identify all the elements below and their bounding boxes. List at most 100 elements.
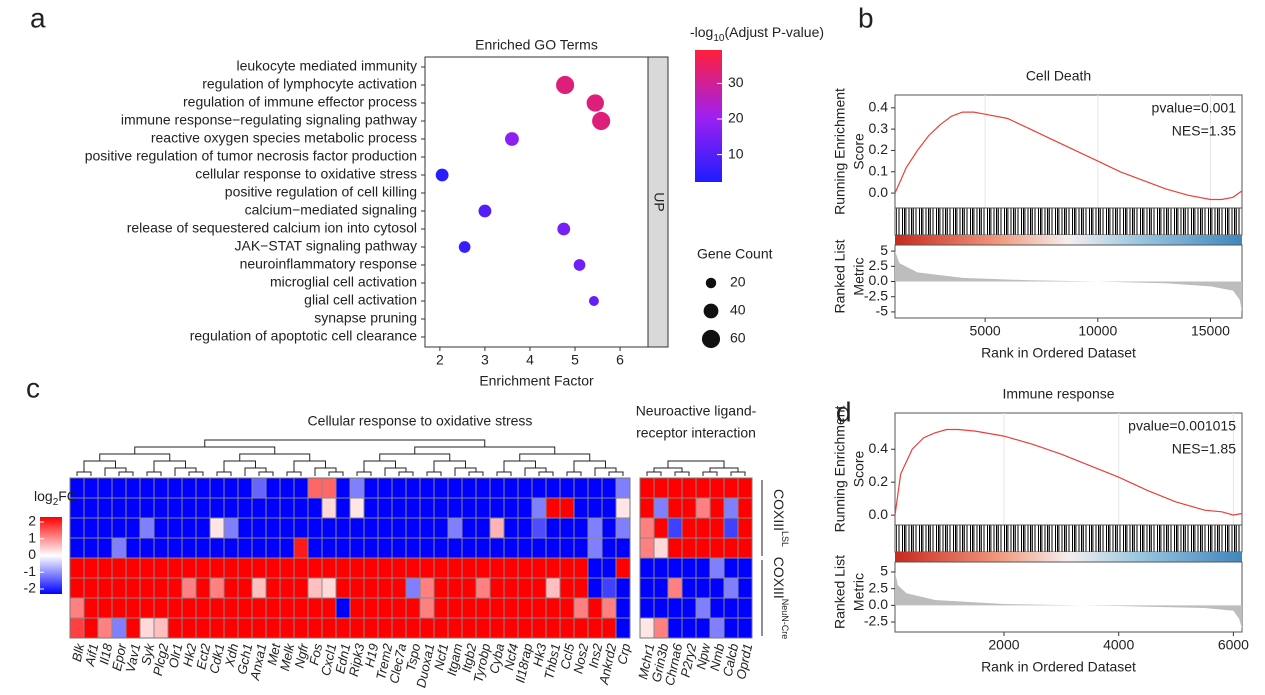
heat-cell xyxy=(251,577,267,599)
heat-cell xyxy=(433,577,449,599)
metric-area xyxy=(895,251,1242,312)
y-tick-label: calcium−mediated signaling xyxy=(245,202,417,218)
heat-cell xyxy=(737,617,753,639)
heat-cell xyxy=(83,537,99,559)
heat-cell xyxy=(615,477,631,499)
heat-cell xyxy=(153,557,169,579)
color-tick-label: 30 xyxy=(728,74,744,90)
heat-cell xyxy=(639,497,655,519)
y-tick-label: positive regulation of tumor necrosis fa… xyxy=(85,148,417,164)
plot-frame xyxy=(424,56,649,348)
heat-cell xyxy=(223,617,239,639)
heat-cell xyxy=(639,617,655,639)
heat-cell xyxy=(475,577,491,599)
y-tick-label: JAK−STAT signaling pathway xyxy=(235,238,418,254)
heat-cell xyxy=(545,597,561,619)
heat-cell xyxy=(293,617,309,639)
block-frame xyxy=(69,477,631,639)
dendrogram xyxy=(83,460,116,472)
heat-cell xyxy=(223,577,239,599)
heat-cell xyxy=(153,597,169,619)
color-legend-title: -log10(Adjust P-value) xyxy=(690,24,824,44)
rank-colorbar xyxy=(895,552,1242,562)
heat-cell xyxy=(667,537,683,559)
gene-label: Il18 xyxy=(96,641,115,665)
plot-title: Cell Death xyxy=(1026,68,1091,84)
metric-frame xyxy=(894,561,1243,633)
gene-label: Ect2 xyxy=(193,641,213,670)
heat-cell xyxy=(293,537,309,559)
heat-cell xyxy=(653,477,669,499)
heat-cell xyxy=(195,557,211,579)
heat-cell xyxy=(653,577,669,599)
heat-cell xyxy=(97,497,113,519)
heat-cell xyxy=(695,517,711,539)
heat-cell xyxy=(709,557,725,579)
row-group-sup: LSL xyxy=(780,531,790,547)
dendrogram xyxy=(379,453,451,461)
heat-cell xyxy=(111,597,127,619)
heat-cell xyxy=(97,617,113,639)
heat-cell xyxy=(559,537,575,559)
heat-cell xyxy=(405,577,421,599)
heat-cell xyxy=(111,557,127,579)
heat-cell xyxy=(489,477,505,499)
heat-cell xyxy=(209,577,225,599)
heat-cell xyxy=(433,597,449,619)
heat-cell xyxy=(265,577,281,599)
heat-cell xyxy=(251,617,267,639)
y-tick-label: 0.0 xyxy=(869,506,889,522)
heat-cell xyxy=(195,577,211,599)
y2-axis-label: Metric xyxy=(851,573,867,611)
heat-cell xyxy=(363,557,379,579)
heat-cell xyxy=(209,537,225,559)
annotation: pvalue=0.001015 xyxy=(1128,418,1236,434)
heat-cell xyxy=(125,537,141,559)
heat-cell xyxy=(517,577,533,599)
heat-cell xyxy=(279,497,295,519)
heat-cell xyxy=(237,517,253,539)
heat-cell xyxy=(335,557,351,579)
heat-cell xyxy=(83,497,99,519)
heat-cell xyxy=(125,517,141,539)
dendrogram xyxy=(99,453,171,461)
dendrogram xyxy=(667,460,725,468)
heat-cell xyxy=(475,557,491,579)
dendrogram xyxy=(134,446,276,454)
gene-label: Edn1 xyxy=(332,642,353,675)
color-tick-label: 20 xyxy=(728,110,744,126)
heat-cell xyxy=(653,617,669,639)
heat-cell xyxy=(349,537,365,559)
heat-cell xyxy=(601,617,617,639)
hit-barcode xyxy=(894,524,1243,553)
dendrogram xyxy=(468,471,484,476)
gene-label: Ncf4 xyxy=(501,642,521,671)
heat-cell xyxy=(181,617,197,639)
gene-label: Oprd1 xyxy=(733,642,755,680)
y-tick-label: 0.0 xyxy=(869,184,889,200)
heat-cell xyxy=(573,537,589,559)
heat-cell xyxy=(615,537,631,559)
heat-cell xyxy=(363,497,379,519)
facet-strip xyxy=(647,56,669,348)
y-tick-label: 0.3 xyxy=(869,120,889,136)
heat-cell xyxy=(601,597,617,619)
heat-cell xyxy=(559,497,575,519)
heat-cell xyxy=(293,517,309,539)
y2-axis-label: Ranked List xyxy=(832,555,848,629)
dendrogram xyxy=(258,471,274,476)
gene-label: Olr1 xyxy=(166,642,186,669)
heat-cell xyxy=(377,517,393,539)
legend-tick-label: 2 xyxy=(28,513,36,529)
heat-cell xyxy=(307,537,323,559)
heat-cell xyxy=(195,497,211,519)
legend-title: log2FC xyxy=(34,488,77,508)
heat-cell xyxy=(545,617,561,639)
heat-cell xyxy=(709,497,725,519)
heat-cell xyxy=(517,497,533,519)
heat-cell xyxy=(139,537,155,559)
heat-cell xyxy=(111,617,127,639)
heat-cell xyxy=(653,517,669,539)
y-tick-label: 0.4 xyxy=(869,98,889,114)
